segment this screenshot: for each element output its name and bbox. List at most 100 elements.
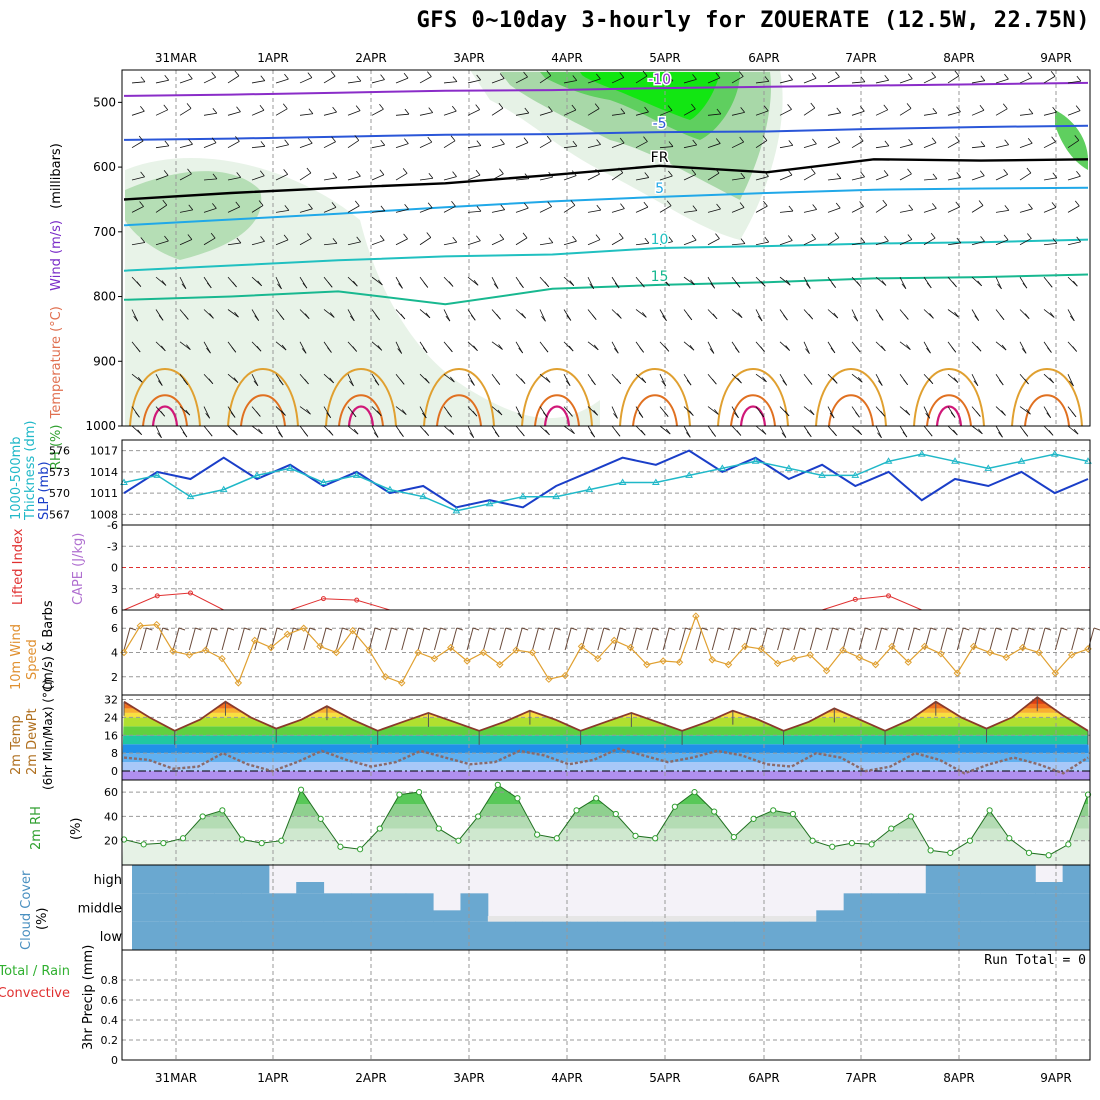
thickness-point [452,506,461,514]
wind-barb [686,379,692,386]
wind-barb [926,347,931,354]
wind-barb [356,75,362,82]
slp-ylabel-part: SLP (mb) [37,461,52,520]
wind-barb [235,201,241,208]
surface-wind-barb [989,627,997,651]
wind-barb [515,112,529,116]
wind-barb [1028,203,1033,210]
cloud-cell [953,921,982,950]
wind-barb [515,142,529,149]
surface-wind-barb [227,627,235,631]
time-label-bottom: 6APR [748,1071,779,1085]
cloud-cell [487,921,516,950]
wind-barb [404,108,410,115]
temp-tick-label: 32 [104,693,118,706]
warm-contour [423,368,495,427]
wind-barb [208,378,214,384]
wind-barb [978,428,983,435]
surface-wind-barb [456,627,463,631]
wind-barb [523,202,529,209]
wind-barb [371,108,384,116]
wind-barb [523,137,529,143]
thickness-line [123,453,1089,512]
surface-wind-barb [531,627,539,651]
wind-barb [347,241,361,246]
surface-wind-barb [979,627,986,631]
isotherm-line [123,81,1089,97]
isotherm-line [123,273,1089,306]
wind-barb [692,205,698,211]
wind-speed-point [381,673,390,681]
cloud-cell [761,916,790,922]
rh-point [356,846,364,853]
wind-barb [131,309,139,322]
surface-wind-barb [466,627,474,651]
wind-speed-point [349,626,357,635]
wind-barb [659,175,673,181]
wind-barb [539,242,553,246]
wind-barb [763,200,768,207]
surface-wind-barb [205,627,213,651]
wind-barb [572,235,577,242]
wind-barb [591,314,597,320]
wind-barb [251,80,265,84]
cloud-cell [1007,921,1036,950]
wind-barb [253,380,259,387]
wind-barb [883,104,889,111]
cloud-cell [296,893,325,922]
wind-barb [875,425,882,438]
time-label-bottom: 1APR [257,1071,288,1085]
wind-barb [851,242,865,246]
wind-barb [138,135,144,142]
wind-barb [275,341,287,351]
wind-barb [302,282,308,289]
wind-barb [616,378,622,385]
warm-contour [227,368,299,427]
wind-barb [999,314,1005,320]
wind-barb [476,206,482,212]
surface-wind-barb [767,627,774,631]
wind-barb [731,309,743,318]
wind-barb [590,431,596,438]
wind-barb [395,406,407,415]
wind-barb [328,430,334,436]
surface-wind-barb [188,627,196,651]
wind-barb [541,316,546,322]
wind-barb [500,138,505,145]
wind-barb [827,112,841,116]
rh-point [514,795,521,802]
surface-wind-barb [858,627,866,651]
isotherm-label: 10 [651,232,669,248]
wind-barb [955,201,961,208]
wind-barb [762,135,768,141]
wind-barb [185,409,191,416]
surface-wind-barb [554,627,561,631]
wind-barb [952,281,957,288]
wind-barb [563,204,576,213]
wind-barb [923,178,937,181]
pressure-tick-label: 1000 [85,419,116,433]
precip-tick-label: 0.4 [101,1014,119,1027]
wind-barb [806,431,812,438]
wind-barb [735,282,741,288]
wind-barb [683,239,697,246]
surface-wind-barb [891,627,899,651]
wind-barb [635,141,648,149]
thickness-point [685,471,693,478]
wind-barb [543,346,549,353]
rh-point [1084,791,1092,798]
wind-barb [923,142,937,149]
wind-barb [500,204,506,210]
wind-barb [371,174,385,181]
wind-barb [690,279,695,286]
rh-point [258,840,265,847]
warm-contour [717,368,789,427]
surface-wind-barb [237,627,245,651]
wind-barb [755,205,768,213]
wind-barb [251,175,265,181]
cloud-cell [378,921,407,950]
cloud-cell [1062,921,1091,950]
wind-barb [836,107,842,114]
wind-barb [995,78,1009,84]
rh-point [573,807,580,814]
